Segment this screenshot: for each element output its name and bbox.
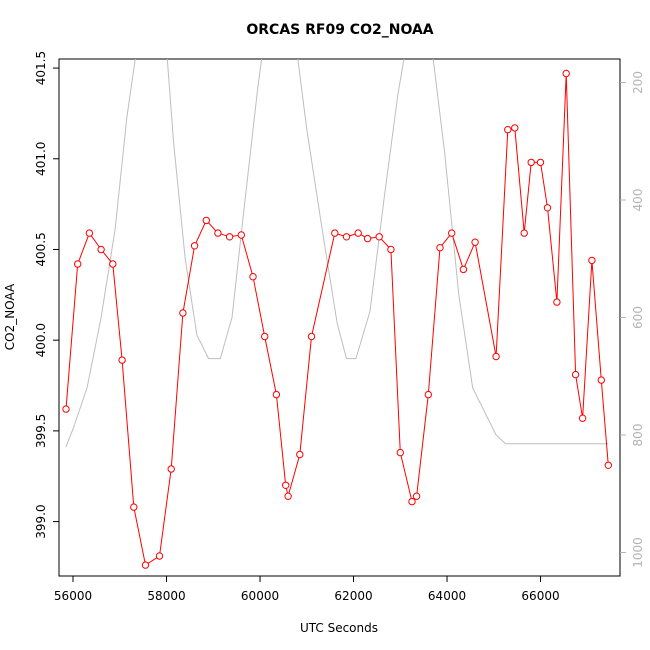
co2-point xyxy=(202,216,211,225)
x-axis: 56000 58000 60000 62000 64000 66000 xyxy=(54,576,560,603)
x-tick-label: 62000 xyxy=(334,589,372,603)
y-axis-left: 399.0 399.5 400.0 400.5 401.0 401.5 xyxy=(34,51,59,539)
co2-point xyxy=(237,231,246,239)
co2-point xyxy=(261,332,269,341)
plot-area-border xyxy=(58,58,621,577)
co2-point xyxy=(459,265,468,274)
x-tick-label: 64000 xyxy=(428,589,466,603)
co2-point xyxy=(331,229,339,237)
co2-point xyxy=(436,244,444,252)
co2-line xyxy=(65,73,609,566)
co2-point xyxy=(597,376,605,384)
co2-point xyxy=(130,503,138,511)
co2-point xyxy=(375,233,383,241)
co2-point xyxy=(167,465,175,473)
co2-point xyxy=(363,234,372,243)
co2-point xyxy=(179,309,187,317)
x-tick-label: 56000 xyxy=(54,589,92,603)
co2-point xyxy=(97,245,105,254)
y-axis-label: CO2_NOAA xyxy=(3,283,17,350)
co2-point xyxy=(387,245,395,254)
co2-point xyxy=(249,273,257,281)
y2-tick-label: 800 xyxy=(631,424,645,447)
y-tick-label: 401.5 xyxy=(34,51,48,85)
co2-point xyxy=(141,561,150,569)
co2-point xyxy=(520,229,528,237)
co2-point xyxy=(527,158,535,167)
co2-point xyxy=(190,242,199,250)
y2-tick-label: 400 xyxy=(631,189,645,212)
chart-title: ORCAS RF09 CO2_NOAA xyxy=(246,22,433,38)
co2-point xyxy=(562,69,570,78)
co2-point xyxy=(282,481,290,489)
co2-point xyxy=(225,233,234,241)
co2-point xyxy=(471,238,479,246)
co2-point xyxy=(272,390,281,399)
co2-point xyxy=(604,461,612,469)
y-tick-label: 400.0 xyxy=(34,323,48,357)
co2-point xyxy=(109,260,117,268)
co2-point xyxy=(74,260,82,268)
secondary-series-layer xyxy=(65,59,609,447)
co2-point xyxy=(307,332,316,341)
co2-point xyxy=(553,298,561,306)
co2-point xyxy=(62,405,70,413)
co2-point xyxy=(354,229,362,237)
y2-tick-label: 200 xyxy=(631,71,645,94)
secondary-line xyxy=(65,59,609,447)
co2-point xyxy=(448,229,456,237)
co2-point xyxy=(492,352,500,361)
y-tick-label: 401.0 xyxy=(34,142,48,176)
co2-point xyxy=(536,158,545,167)
co2-point xyxy=(424,390,432,399)
co2-point xyxy=(543,204,552,212)
co2-point xyxy=(85,229,94,237)
co2-point xyxy=(504,126,512,134)
y2-tick-label: 600 xyxy=(631,306,645,329)
co2-point xyxy=(155,552,164,560)
co2-point xyxy=(396,448,404,457)
co2-point xyxy=(571,370,580,379)
co2-point xyxy=(511,124,519,132)
co2-point xyxy=(412,492,421,500)
x-tick-label: 66000 xyxy=(521,589,559,603)
y-axis-right: 200 400 600 800 1000 xyxy=(620,71,645,568)
co2-point xyxy=(342,233,351,241)
co2-point xyxy=(408,497,416,506)
x-tick-label: 60000 xyxy=(241,589,279,603)
co2-point xyxy=(118,356,126,364)
co2-point xyxy=(296,450,304,459)
co2-point xyxy=(214,229,222,237)
co2-point xyxy=(578,414,587,422)
x-tick-label: 58000 xyxy=(147,589,185,603)
x-axis-label: UTC Seconds xyxy=(300,621,378,635)
co2-point xyxy=(284,492,292,500)
co2-point xyxy=(588,256,596,265)
co2-series-layer xyxy=(62,69,612,569)
y-tick-label: 399.5 xyxy=(34,414,48,448)
y-tick-label: 399.0 xyxy=(34,504,48,538)
y-tick-label: 400.5 xyxy=(34,232,48,266)
y2-tick-label: 1000 xyxy=(631,537,645,568)
